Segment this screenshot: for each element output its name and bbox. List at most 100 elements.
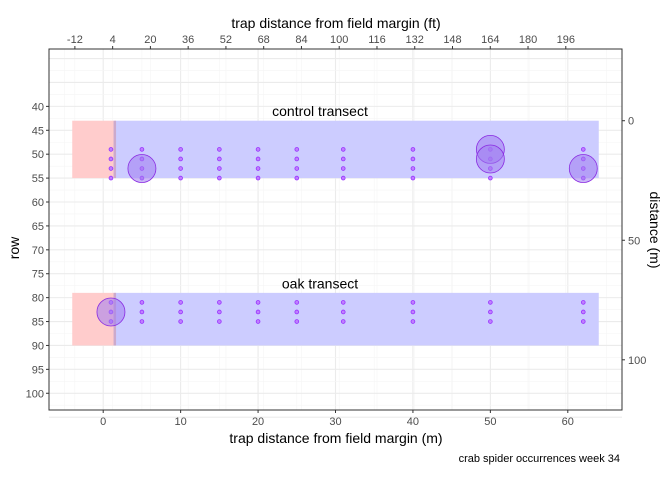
x-tick-label: 50 <box>484 416 496 428</box>
control-trap-point <box>178 156 183 162</box>
y-tick-label: 60 <box>32 197 44 209</box>
control-field-region <box>114 120 599 179</box>
x-tick-label: 0 <box>100 416 106 428</box>
x2-tick-label: 20 <box>144 34 156 46</box>
control-trap-point <box>255 175 261 181</box>
oak-trap-point <box>178 300 183 305</box>
y-tick-label: 45 <box>32 125 44 137</box>
oak-trap-point <box>139 300 145 305</box>
x-tick-label: 30 <box>329 416 341 428</box>
occurrence-point <box>475 144 505 174</box>
x2-tick-label: 164 <box>481 34 499 46</box>
control-trap-point <box>108 147 114 152</box>
oak-trap-point <box>294 319 300 324</box>
annotations: control transect oak transect <box>272 103 368 291</box>
oak-trap-point <box>217 300 222 305</box>
x2-axis-title: trap distance from field margin (ft) <box>231 15 440 31</box>
control-margin-region <box>72 120 115 179</box>
oak-trap-point <box>217 319 222 324</box>
control-trap-point <box>340 175 346 181</box>
y2-tick-label: 50 <box>628 235 640 247</box>
transect-label: oak transect <box>282 275 358 291</box>
y-tick-label: 90 <box>32 340 44 352</box>
control-trap-point <box>178 166 183 171</box>
y-tick-label: 70 <box>32 245 44 257</box>
oak-trap-point <box>410 309 416 315</box>
y-tick-label: 75 <box>32 269 44 281</box>
oak-trap-point <box>488 300 493 305</box>
control-trap-point <box>217 147 222 152</box>
oak-trap-point <box>255 300 261 305</box>
control-trap-point <box>294 156 300 162</box>
control-trap-point <box>410 175 416 181</box>
control-trap-point <box>410 156 416 162</box>
x2-tick-label: 36 <box>182 34 194 46</box>
x2-tick-label: 4 <box>110 34 116 46</box>
control-trap-point <box>255 156 261 162</box>
x2-tick-label: 132 <box>406 34 424 46</box>
control-trap-point <box>255 147 261 152</box>
oak-trap-point <box>139 319 145 324</box>
y-tick-label: 40 <box>32 101 44 113</box>
y-tick-label: 50 <box>32 149 44 161</box>
oak-trap-point <box>178 319 183 324</box>
control-trap-point <box>340 156 346 162</box>
occurrence-point <box>568 154 598 183</box>
x2-tick-label: 84 <box>295 34 307 46</box>
control-trap-point <box>294 175 300 181</box>
control-trap-point <box>139 147 145 152</box>
x2-tick-label: -12 <box>67 34 83 46</box>
x2-tick-label: 68 <box>258 34 270 46</box>
control-trap-point <box>340 147 346 152</box>
y-tick-label: 95 <box>32 364 44 376</box>
x2-tick-label: 52 <box>220 34 232 46</box>
control-trap-point <box>108 166 114 171</box>
x-tick-label: 60 <box>562 416 574 428</box>
control-trap-point <box>580 147 586 152</box>
oak-trap-point <box>139 309 145 315</box>
control-trap-point <box>255 166 261 171</box>
oak-trap-point <box>294 309 300 315</box>
y2-tick-label: 100 <box>628 355 646 367</box>
oak-trap-point <box>580 309 586 315</box>
transect-regions <box>72 120 599 346</box>
oak-trap-point <box>294 300 300 305</box>
oak-trap-point <box>488 309 493 315</box>
oak-trap-point <box>488 319 493 324</box>
control-trap-point <box>410 166 416 171</box>
y-tick-label: 100 <box>26 388 44 400</box>
x2-tick-label: 148 <box>443 34 461 46</box>
y-axis-title: row <box>6 236 22 259</box>
y-tick-label: 55 <box>32 173 44 185</box>
y-tick-label: 80 <box>32 293 44 305</box>
control-trap-point <box>178 175 183 181</box>
control-trap-point <box>217 156 222 162</box>
control-trap-point <box>108 156 114 162</box>
oak-trap-point <box>340 309 346 315</box>
axes: 0 10 20 30 40 50 60 -12 4 20 36 52 68 84 100 116 132 148 1… <box>26 34 647 428</box>
transect-label: control transect <box>272 103 368 119</box>
control-trap-point <box>217 166 222 171</box>
x2-tick-label: 100 <box>330 34 348 46</box>
y2-tick-label: 0 <box>628 116 634 128</box>
control-trap-point <box>294 147 300 152</box>
oak-trap-point <box>255 309 261 315</box>
oak-trap-point <box>580 319 586 324</box>
control-trap-point <box>108 175 114 181</box>
oak-trap-point <box>410 300 416 305</box>
control-trap-point <box>217 175 222 181</box>
oak-trap-point <box>410 319 416 324</box>
x2-tick-label: 180 <box>519 34 537 46</box>
oak-trap-point <box>340 300 346 305</box>
control-trap-point <box>410 147 416 152</box>
occurrence-point <box>96 297 126 327</box>
control-trap-point <box>178 147 183 152</box>
occurrence-point <box>127 154 157 183</box>
x2-tick-label: 196 <box>557 34 575 46</box>
x-tick-label: 20 <box>252 416 264 428</box>
x-axis-title: trap distance from field margin (m) <box>229 430 442 446</box>
oak-trap-point <box>178 309 183 315</box>
y2-axis-title: distance (m) <box>647 191 663 268</box>
control-trap-point <box>294 166 300 171</box>
